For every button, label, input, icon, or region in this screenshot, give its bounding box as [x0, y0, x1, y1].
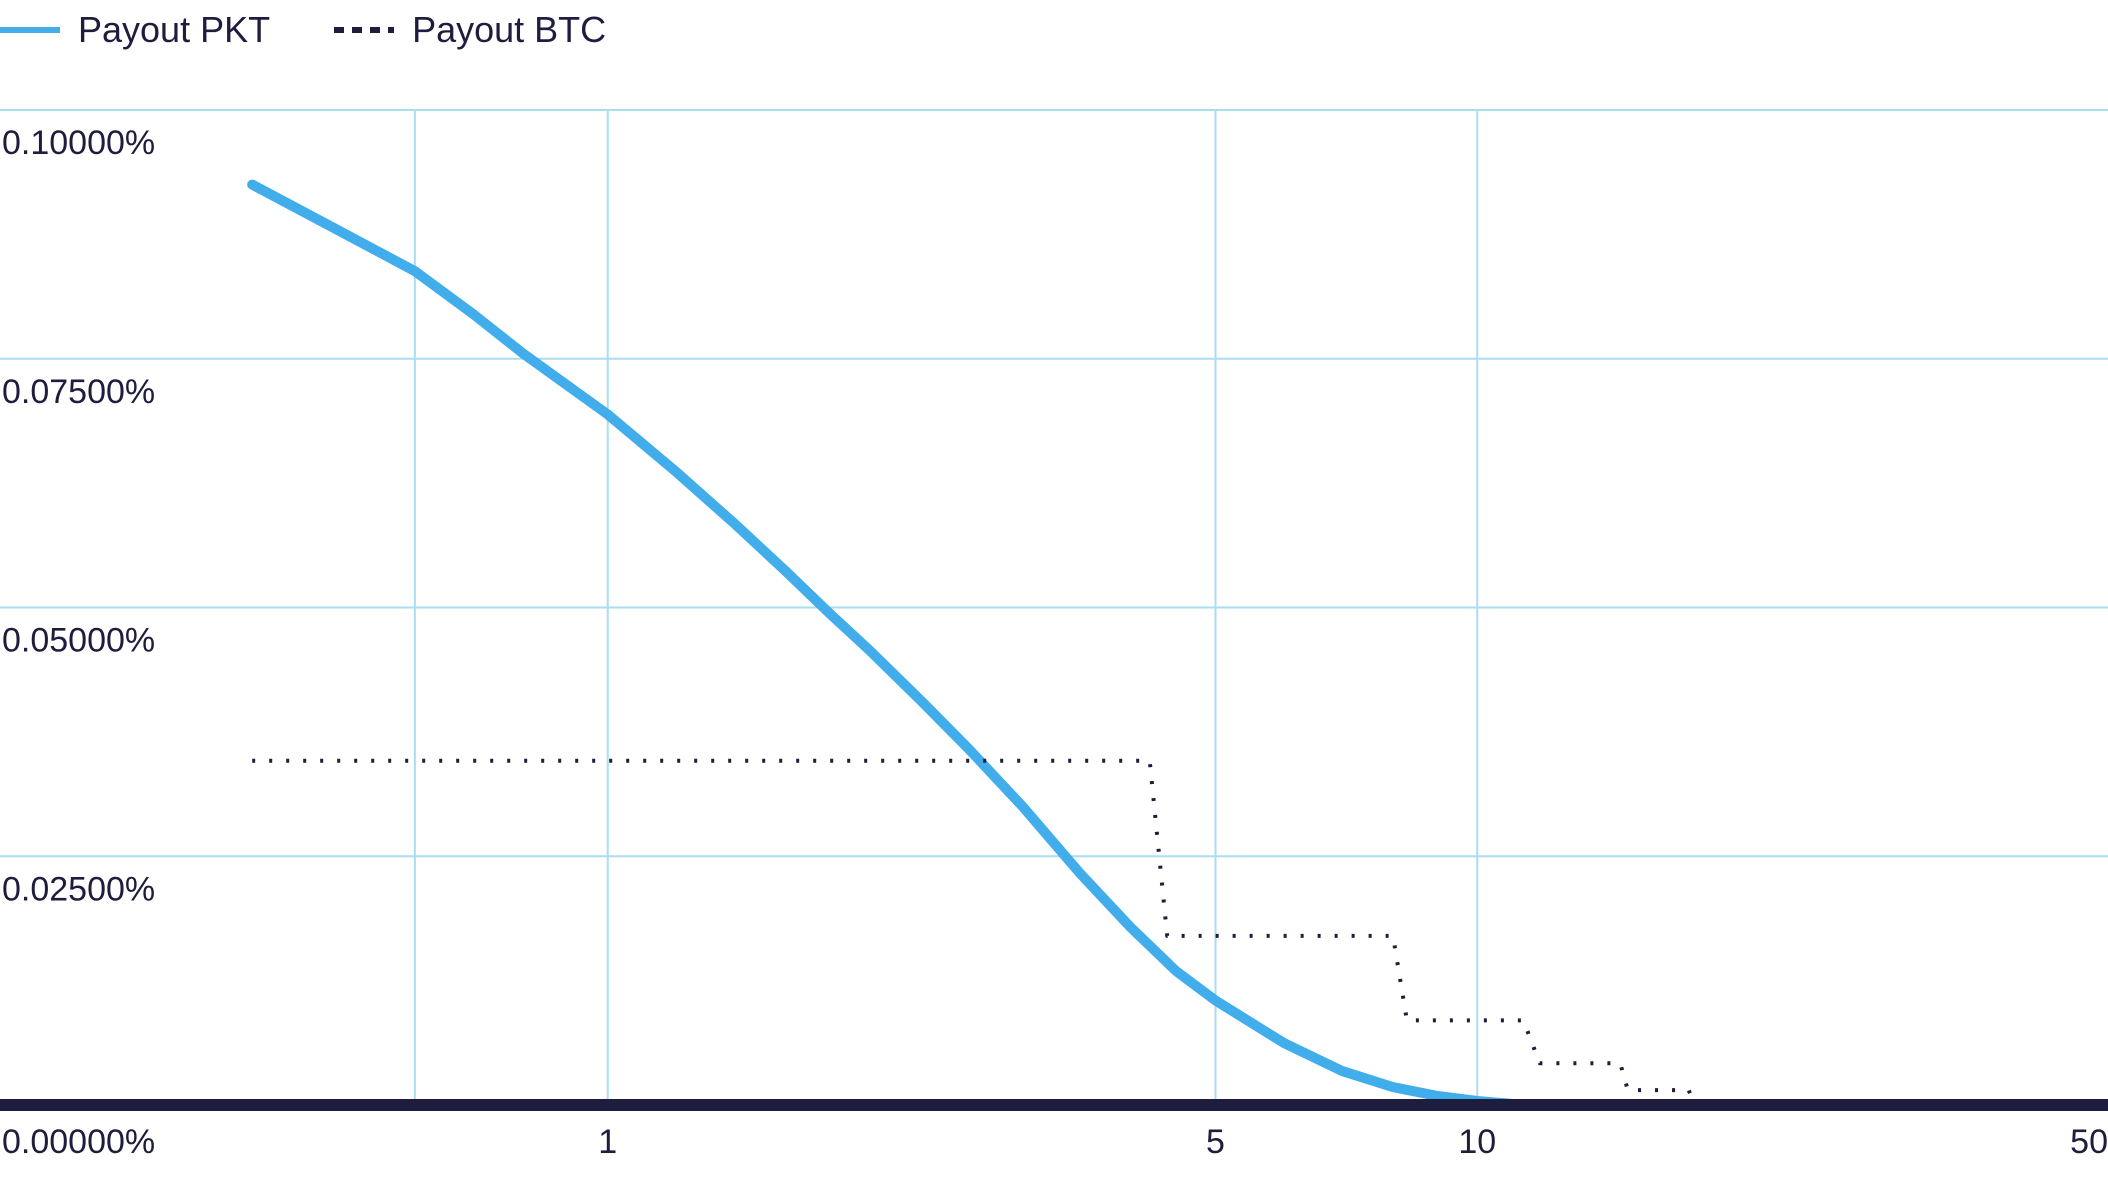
legend-item-payout-btc[interactable]: Payout BTC — [334, 9, 606, 51]
y-tick-label-1: 0.02500% — [2, 870, 155, 908]
legend-swatch-solid-line — [0, 27, 60, 33]
series-line-payout-btc — [252, 758, 1697, 1106]
y-tick-label-0: 0.00000% — [2, 1123, 155, 1161]
y-tick-label-3: 0.07500% — [2, 373, 155, 411]
y-tick-label-4: 0.10000% — [2, 124, 155, 162]
legend-label-payout-btc: Payout BTC — [412, 9, 607, 50]
series-line-payout-pkt — [247, 179, 1552, 1110]
legend-item-payout-pkt[interactable]: Payout PKT — [0, 9, 270, 51]
legend-label-payout-pkt: Payout PKT — [78, 9, 271, 50]
x-tick-label-5: 50 — [2070, 1123, 2108, 1161]
x-tick-label-3: 5 — [1206, 1123, 1225, 1161]
chart-legend: Payout PKT Payout BTC — [0, 0, 670, 60]
x-tick-label-4: 10 — [1458, 1123, 1496, 1161]
y-tick-label-2: 0.05000% — [2, 622, 155, 660]
legend-swatch-dotted-line — [334, 27, 395, 33]
x-tick-label-2: 1 — [598, 1123, 617, 1161]
